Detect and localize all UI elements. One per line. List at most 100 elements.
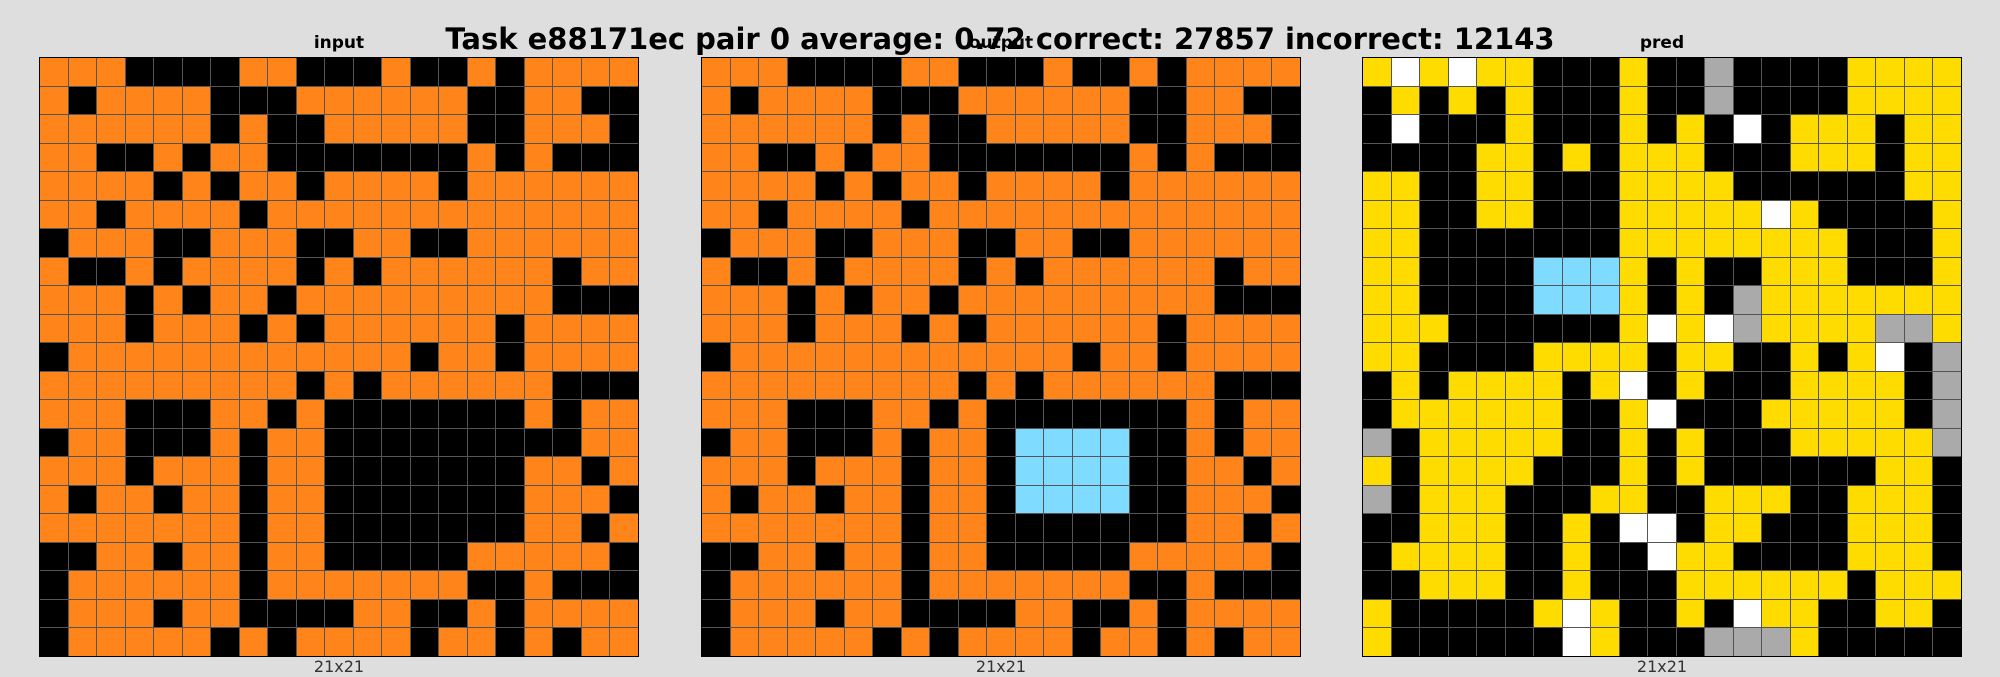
grid-cell: [154, 599, 182, 628]
grid-cell: [68, 314, 97, 343]
grid-cell: [1044, 371, 1072, 400]
grid-cell: [873, 200, 901, 229]
grid-cell: [1477, 485, 1505, 514]
grid-cell: [1562, 371, 1591, 400]
grid-cell: [154, 343, 182, 371]
grid-cell: [1619, 457, 1648, 485]
grid-cell: [1762, 257, 1790, 286]
grid-cell: [439, 257, 467, 286]
grid-cell: [268, 286, 296, 314]
grid-cell: [1272, 542, 1300, 571]
grid-cell: [759, 257, 787, 286]
grid-cell: [325, 371, 353, 400]
grid-cell: [1477, 343, 1505, 371]
grid-cell: [1876, 343, 1904, 371]
grid-cell: [1158, 86, 1186, 115]
grid-cell: [439, 628, 467, 656]
grid-cell: [610, 485, 638, 514]
grid-cell: [125, 343, 154, 371]
grid-cell: [1790, 542, 1819, 571]
grid-cell: [1705, 628, 1733, 656]
grid-cell: [496, 400, 524, 428]
grid-cell: [524, 599, 553, 628]
grid-cell: [1933, 286, 1961, 314]
grid-cell: [844, 428, 873, 457]
grid-cell: [1762, 599, 1790, 628]
grid-cell: [1272, 200, 1300, 229]
grid-cell: [1505, 628, 1534, 656]
grid-cell: [382, 314, 410, 343]
grid-cell: [873, 229, 901, 257]
grid-cell: [1072, 200, 1101, 229]
grid-cell: [1129, 599, 1158, 628]
grid-cell: [1505, 257, 1534, 286]
grid-cell: [1505, 286, 1534, 314]
grid-cell: [496, 457, 524, 485]
grid-cell: [1391, 115, 1420, 143]
grid-cell: [901, 86, 930, 115]
grid-cell: [1733, 485, 1762, 514]
grid-cell: [1101, 428, 1129, 457]
grid-cell: [439, 343, 467, 371]
grid-cell: [353, 542, 382, 571]
grid-cell: [97, 400, 125, 428]
grid-cell: [325, 86, 353, 115]
grid-cell: [1733, 371, 1762, 400]
grid-cell: [987, 314, 1015, 343]
grid-cell: [1705, 428, 1733, 457]
grid-cell: [1676, 143, 1705, 172]
grid-cell: [1363, 400, 1391, 428]
grid-cell: [1619, 286, 1648, 314]
grid-cell: [1101, 314, 1129, 343]
grid-cell: [325, 257, 353, 286]
grid-cell: [40, 115, 68, 143]
grid-cell: [1648, 428, 1676, 457]
grid-cell: [1158, 143, 1186, 172]
grid-cell: [1243, 172, 1272, 200]
grid-cell: [1933, 143, 1961, 172]
grid-cell: [1420, 599, 1448, 628]
grid-cell: [730, 143, 759, 172]
grid-cell: [1876, 371, 1904, 400]
grid-cell: [68, 343, 97, 371]
grid-cell: [1505, 371, 1534, 400]
grid-cell: [702, 257, 730, 286]
grid-cell: [930, 542, 958, 571]
grid-cell: [787, 286, 816, 314]
grid-cell: [325, 571, 353, 599]
grid-cell: [1904, 457, 1933, 485]
grid-cell: [702, 58, 730, 86]
grid-cell: [1101, 229, 1129, 257]
grid-cell: [97, 371, 125, 400]
grid-cell: [787, 257, 816, 286]
grid-cell: [1819, 542, 1847, 571]
grid-cell: [1876, 229, 1904, 257]
grid-cell: [1534, 514, 1562, 542]
grid-cell: [1420, 286, 1448, 314]
grid-cell: [97, 115, 125, 143]
grid-cell: [1477, 172, 1505, 200]
grid-cell: [97, 628, 125, 656]
grid-cell: [1272, 58, 1300, 86]
grid-cell: [467, 343, 496, 371]
grid-cell: [958, 143, 987, 172]
grid-cell: [1819, 172, 1847, 200]
grid-cell: [1015, 428, 1044, 457]
grid-cell: [1129, 571, 1158, 599]
grid-cell: [154, 172, 182, 200]
grid-cell: [1847, 628, 1876, 656]
grid-cell: [1243, 485, 1272, 514]
grid-cell: [1044, 485, 1072, 514]
grid-cell: [553, 457, 581, 485]
grid-cell: [40, 86, 68, 115]
grid-cell: [930, 143, 958, 172]
grid-cell: [1363, 286, 1391, 314]
grid-cell: [930, 200, 958, 229]
grid-cell: [1505, 599, 1534, 628]
grid-cell: [439, 514, 467, 542]
grid-cell: [182, 400, 211, 428]
grid-cell: [1591, 428, 1619, 457]
grid-cell: [239, 400, 268, 428]
grid-cell: [930, 371, 958, 400]
grid-cell: [759, 200, 787, 229]
